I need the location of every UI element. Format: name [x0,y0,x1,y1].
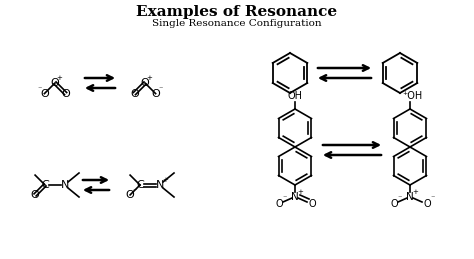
Text: ⁻: ⁻ [431,193,435,203]
Text: O: O [141,78,149,88]
Text: Examples of Resonance: Examples of Resonance [137,5,337,19]
Text: +: + [146,75,152,81]
Text: +: + [412,189,418,195]
Text: ⁻: ⁻ [283,193,287,203]
Text: N: N [61,180,69,190]
Text: N: N [406,192,414,202]
Text: ⁻: ⁻ [158,84,163,93]
Text: +: + [297,189,303,195]
Text: O: O [275,199,283,209]
Text: Single Resonance Configuration: Single Resonance Configuration [152,19,322,28]
Text: N: N [156,180,164,190]
Text: ⁻: ⁻ [133,186,137,195]
Text: C: C [136,180,144,190]
Text: +: + [56,75,62,81]
Text: O: O [31,190,39,200]
Text: O: O [61,89,70,99]
Text: O: O [308,199,316,209]
Text: ⁺OH: ⁺OH [402,91,422,101]
Text: O: O [423,199,431,209]
Text: O: O [130,89,139,99]
Text: OH: OH [288,91,302,101]
Text: O: O [151,89,160,99]
Text: N: N [291,192,299,202]
Text: ⁻: ⁻ [398,193,402,203]
Text: O: O [40,89,49,99]
Text: ⁻: ⁻ [37,84,42,93]
Text: O: O [126,190,135,200]
Text: O: O [390,199,398,209]
Text: O: O [51,78,59,88]
Text: +: + [162,177,168,183]
Text: C: C [41,180,49,190]
